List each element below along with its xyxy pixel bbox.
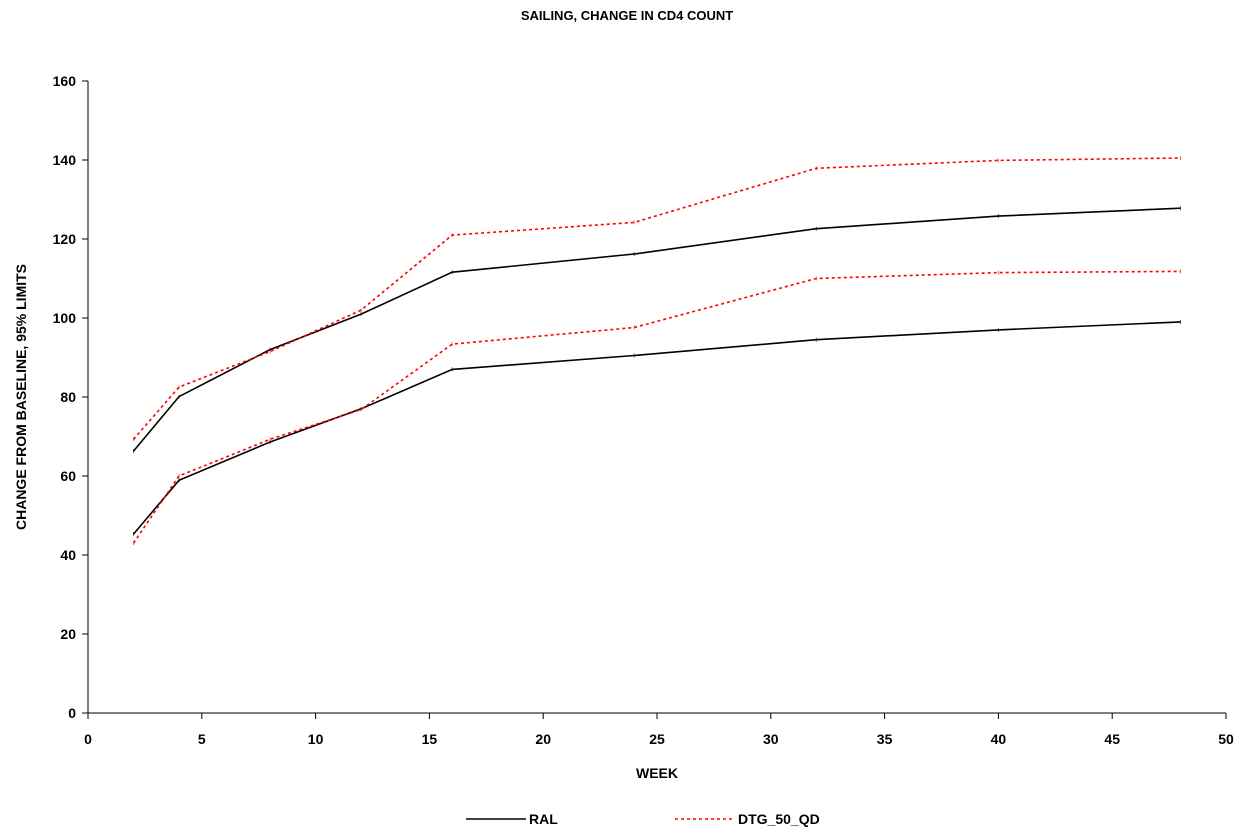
y-tick-label: 120 <box>53 231 77 247</box>
x-tick-label: 30 <box>763 731 779 747</box>
y-tick-label: 80 <box>60 389 76 405</box>
y-tick-label: 60 <box>60 468 76 484</box>
legend-label: DTG_50_QD <box>738 811 820 827</box>
legend-label: RAL <box>529 811 558 827</box>
series-line-dtg-50-qd-upper <box>132 157 1181 440</box>
legend: RAL DTG_50_QD <box>466 811 820 827</box>
x-tick-label: 10 <box>308 731 324 747</box>
y-axis-title: CHANGE FROM BASELINE, 95% LIMITS <box>13 264 29 530</box>
x-axis-title: WEEK <box>636 765 678 781</box>
y-ticks: 0 20 40 60 80 100 120 140 160 <box>53 73 88 721</box>
series-line-dtg-50-qd-lower <box>132 270 1181 544</box>
series-line-ral-upper <box>132 207 1181 452</box>
x-ticks: 0 5 10 15 20 25 30 35 40 45 50 <box>84 713 1234 747</box>
x-tick-label: 20 <box>535 731 551 747</box>
x-tick-label: 45 <box>1104 731 1120 747</box>
chart-title: SAILING, CHANGE IN CD4 COUNT <box>521 8 733 23</box>
x-tick-label: 40 <box>991 731 1007 747</box>
y-tick-label: 40 <box>60 547 76 563</box>
y-tick-label: 140 <box>53 152 77 168</box>
y-tick-label: 0 <box>68 705 76 721</box>
x-tick-label: 15 <box>422 731 438 747</box>
x-tick-label: 50 <box>1218 731 1234 747</box>
x-tick-label: 0 <box>84 731 92 747</box>
y-tick-label: 100 <box>53 310 77 326</box>
y-tick-label: 20 <box>60 626 76 642</box>
x-tick-label: 5 <box>198 731 206 747</box>
y-tick-label: 160 <box>53 73 77 89</box>
series-group <box>132 156 1181 546</box>
x-tick-label: 25 <box>649 731 665 747</box>
x-tick-label: 35 <box>877 731 893 747</box>
plot-area: 0 5 10 15 20 25 30 35 40 45 50 0 20 40 60 80 100 120 140 1… <box>53 73 1234 747</box>
series-line-ral-lower <box>132 321 1181 535</box>
